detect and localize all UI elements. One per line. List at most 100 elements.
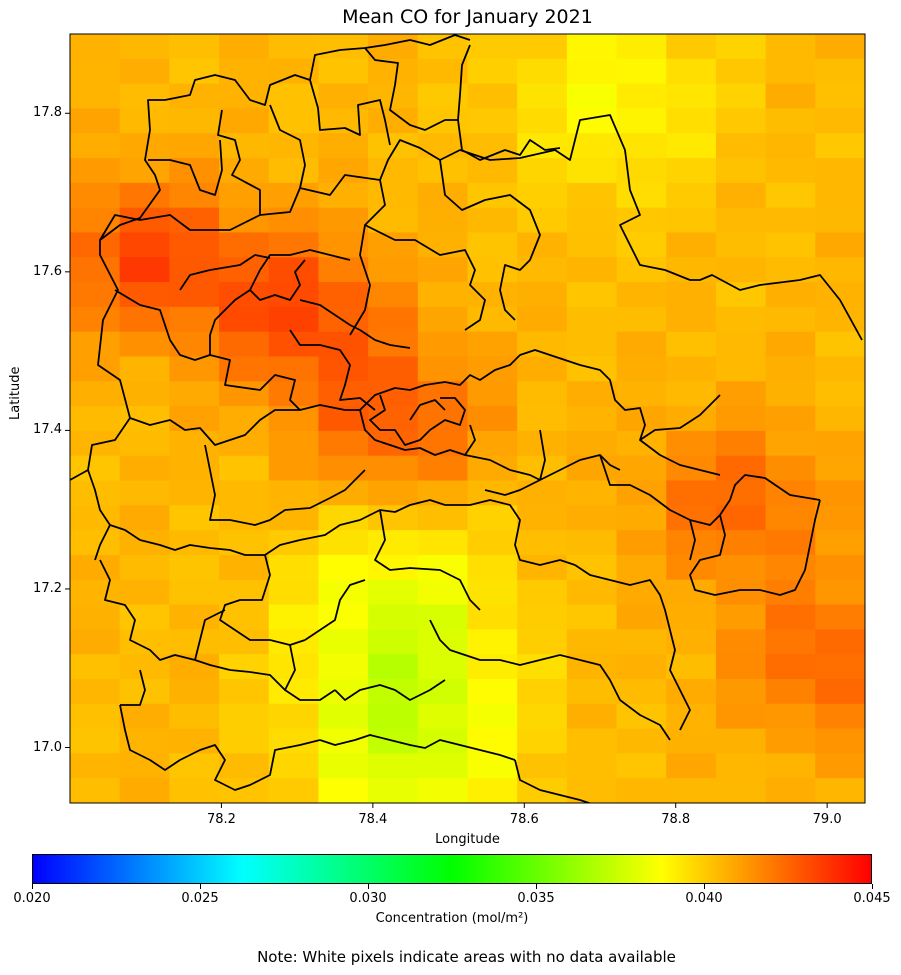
- heatmap-cell: [666, 554, 717, 581]
- heatmap-cell: [268, 703, 320, 730]
- heatmap-cell: [666, 83, 717, 110]
- heatmap-cell: [219, 34, 270, 60]
- colorbar-tick-label: 0.020: [13, 891, 51, 906]
- heatmap-cell: [517, 282, 568, 308]
- heatmap-cell: [219, 182, 270, 209]
- heatmap-cell: [815, 654, 865, 680]
- heatmap-cell: [268, 753, 320, 779]
- x-tick-label: 78.6: [509, 812, 539, 827]
- heatmap-cell: [219, 530, 270, 556]
- heatmap-cell: [268, 604, 320, 630]
- heatmap-cell: [318, 654, 369, 680]
- heatmap-cell: [417, 306, 469, 333]
- heatmap-cell: [815, 282, 865, 308]
- heatmap-cell: [70, 728, 121, 754]
- heatmap-cell: [765, 703, 816, 730]
- district-boundary: [364, 224, 486, 331]
- heatmap-cell: [219, 207, 270, 234]
- heatmap-cell: [70, 678, 121, 705]
- heatmap-cell: [517, 728, 568, 754]
- heatmap-cell: [70, 778, 121, 803]
- heatmap-cell: [666, 133, 717, 159]
- x-tick-label: 78.8: [661, 812, 691, 827]
- heatmap-cell: [268, 207, 320, 234]
- heatmap-cell: [318, 331, 369, 358]
- heatmap-cell: [318, 207, 369, 234]
- heatmap-cell: [815, 306, 865, 333]
- district-boundary: [119, 704, 321, 791]
- heatmap-cell: [815, 133, 865, 159]
- heatmap-cell: [616, 728, 667, 754]
- heatmap-cell: [815, 455, 865, 482]
- heatmap-cell: [318, 554, 369, 581]
- heatmap-cell: [616, 207, 667, 234]
- y-tick-label: 17.6: [33, 263, 62, 279]
- heatmap-cell: [815, 381, 865, 407]
- heatmap-cell: [368, 530, 419, 556]
- heatmap-cell: [318, 257, 369, 283]
- heatmap-cell: [169, 778, 220, 803]
- heatmap-cell: [169, 554, 220, 581]
- heatmap-cell: [517, 554, 568, 581]
- heatmap-cell: [566, 182, 618, 209]
- heatmap-cell: [467, 83, 518, 110]
- district-boundary: [579, 364, 721, 441]
- heatmap-cell: [616, 182, 667, 209]
- heatmap-cell: [169, 678, 220, 705]
- district-boundary: [445, 499, 576, 566]
- heatmap-cell: [765, 530, 816, 556]
- heatmap-cell: [318, 505, 369, 531]
- heatmap-cell: [765, 356, 816, 382]
- heatmap-cell: [815, 554, 865, 581]
- heatmap-cell: [517, 306, 568, 333]
- heatmap-cell: [368, 356, 419, 382]
- heatmap-cell: [70, 505, 121, 531]
- district-boundary: [120, 669, 146, 706]
- heatmap-cell: [368, 282, 419, 308]
- heatmap-cell: [666, 579, 717, 606]
- district-boundary: [429, 619, 561, 666]
- heatmap-cell: [765, 133, 816, 159]
- heatmap-cell: [715, 703, 767, 730]
- heatmap-cell: [517, 629, 568, 655]
- district-boundary: [639, 439, 721, 476]
- heatmap-cell: [815, 530, 865, 556]
- heatmap-cell: [666, 703, 717, 730]
- heatmap-cell: [566, 530, 618, 556]
- district-boundary: [539, 429, 621, 481]
- heatmap-cell: [566, 158, 618, 184]
- heatmap-cell: [715, 34, 767, 60]
- heatmap-cell: [715, 480, 767, 506]
- heatmap-cell: [566, 629, 618, 655]
- heatmap-cell: [815, 34, 865, 60]
- heatmap-cell: [169, 703, 220, 730]
- heatmap-cell: [467, 703, 518, 730]
- heatmap-cell: [566, 505, 618, 531]
- heatmap-cell: [616, 554, 667, 581]
- district-boundary: [269, 104, 306, 189]
- heatmap-cell: [815, 406, 865, 432]
- district-boundary: [179, 254, 271, 291]
- heatmap-cell: [715, 108, 767, 134]
- heatmap-cell: [119, 133, 170, 159]
- heatmap-cell: [566, 282, 618, 308]
- district-boundary: [114, 249, 351, 361]
- heatmap-cell: [666, 604, 717, 630]
- heatmap-cell: [815, 182, 865, 209]
- heatmap-cell: [517, 133, 568, 159]
- district-boundary: [289, 329, 376, 411]
- heatmap-cell: [318, 480, 369, 506]
- heatmap-cell: [318, 728, 369, 754]
- heatmap-cell: [765, 34, 816, 60]
- heatmap-cell: [70, 629, 121, 655]
- heatmap-cell: [70, 753, 121, 779]
- heatmap-cell: [765, 257, 816, 283]
- heatmap-cell: [417, 207, 469, 234]
- heatmap-cell: [119, 381, 170, 407]
- heatmap-cell: [70, 58, 121, 85]
- heatmap-cell: [169, 282, 220, 308]
- heatmap-cell: [417, 554, 469, 581]
- heatmap-cell: [616, 306, 667, 333]
- district-boundary: [109, 524, 265, 556]
- heatmap-cell: [616, 530, 667, 556]
